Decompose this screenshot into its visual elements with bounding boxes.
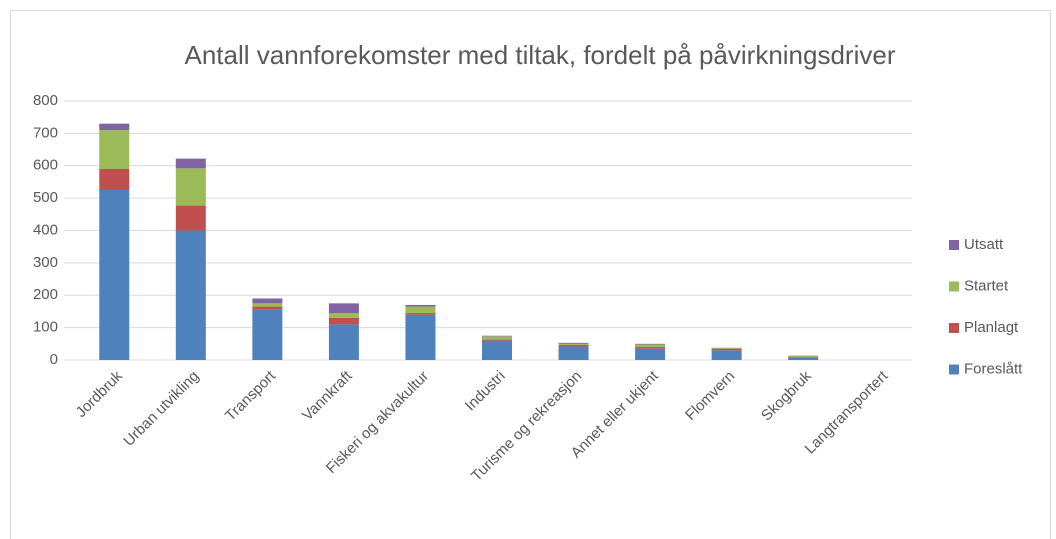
y-tick-label: 700	[33, 124, 58, 141]
legend-label: Planlagt	[964, 319, 1019, 336]
bar-segment	[405, 304, 436, 307]
bar-segment	[711, 348, 742, 351]
bar-segment	[252, 303, 283, 307]
bar-segment	[558, 343, 589, 345]
bar-segment	[405, 306, 436, 314]
bar-segment	[328, 313, 359, 318]
bar-segment	[175, 158, 206, 169]
bar-segment	[711, 347, 742, 349]
legend-label: Utsatt	[964, 236, 1004, 253]
bar-segment	[558, 342, 589, 344]
bar-segment	[482, 340, 512, 360]
y-tick-label: 800	[33, 92, 58, 109]
y-tick-label: 400	[33, 221, 58, 238]
bar-segment	[328, 303, 359, 314]
bar-segment	[99, 123, 130, 131]
bar-segment	[99, 130, 130, 169]
bar-segment	[405, 313, 436, 315]
bar-segment	[788, 355, 819, 358]
legend-label: Startet	[964, 277, 1009, 294]
bar-segment	[175, 168, 206, 206]
y-tick-label: 200	[33, 286, 58, 303]
bar-segment	[328, 317, 359, 325]
bar-segment	[328, 324, 359, 360]
bar-segment	[405, 314, 436, 360]
bar-segment	[252, 309, 283, 360]
y-tick-label: 300	[33, 254, 58, 271]
bar-segment	[175, 205, 206, 231]
chart-frame	[10, 10, 1051, 539]
bar-segment	[635, 347, 666, 349]
bar-segment	[482, 339, 512, 341]
bar-segment	[788, 357, 819, 360]
bar-segment	[482, 336, 512, 340]
bar-segment	[558, 344, 589, 347]
bar-segment	[99, 168, 130, 191]
bar-segment	[558, 346, 589, 360]
legend-swatch	[949, 323, 959, 333]
chart-title: Antall vannforekomster med tiltak, forde…	[185, 40, 896, 70]
y-tick-label: 0	[50, 351, 58, 368]
bar-segment	[252, 298, 283, 304]
legend-swatch	[949, 240, 959, 250]
legend-swatch	[949, 364, 959, 375]
bar-segment	[635, 348, 666, 360]
y-tick-label: 500	[33, 189, 58, 206]
bar-segment	[99, 190, 130, 360]
bar-segment	[482, 335, 512, 337]
y-tick-label: 100	[33, 319, 58, 336]
bar-segment	[711, 350, 742, 360]
legend-label: Foreslått	[964, 360, 1023, 377]
bar-segment	[252, 306, 283, 310]
bar-segment	[635, 343, 666, 345]
bar-segment	[175, 230, 206, 360]
y-tick-label: 600	[33, 157, 58, 174]
bar-segment	[635, 344, 666, 348]
legend-swatch	[949, 281, 959, 292]
